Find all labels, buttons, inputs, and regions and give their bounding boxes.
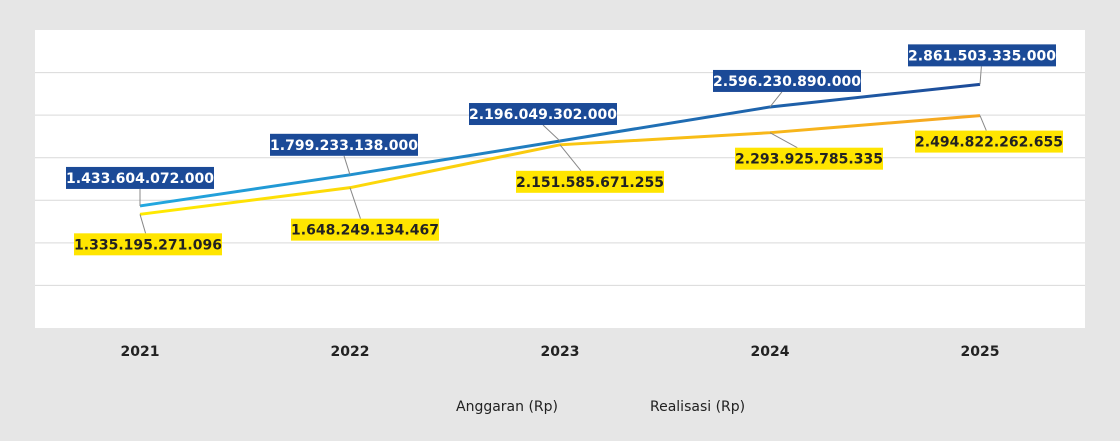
x-tick-label: 2022 [331,344,370,360]
value-label-box [915,130,1063,153]
leader-line [349,187,361,219]
value-label-box [74,233,222,256]
leader-line [542,124,561,142]
value-label: 2.596.230.890.000 [713,74,861,90]
value-label: 1.648.249.134.467 [291,223,439,239]
x-tick-label: 2023 [541,344,580,360]
value-label-box [735,147,883,170]
value-label-box [291,218,439,241]
value-label-box [469,103,617,126]
value-label: 2.861.503.335.000 [908,48,1056,64]
legend-label: Anggaran (Rp) [456,399,558,415]
leader-line [979,66,982,85]
value-label: 1.433.604.072.000 [66,171,214,187]
leader-line [769,132,798,149]
value-label-box [516,170,664,193]
value-label: 2.196.049.302.000 [469,107,617,123]
x-tick-label: 2025 [961,344,1000,360]
leader-line [139,214,147,234]
value-label-box [713,69,861,92]
value-label-box [270,133,418,156]
leader-line [343,155,351,175]
x-tick-label: 2024 [751,344,790,360]
x-tick-label: 2021 [121,344,160,360]
value-label-box [66,166,214,189]
leader-line [559,144,582,172]
value-label-box [908,44,1056,67]
value-label: 2.293.925.785.335 [735,152,883,168]
value-label: 2.494.822.262.655 [915,135,1063,151]
legend-label: Realisasi (Rp) [650,399,745,415]
value-label: 2.151.585.671.255 [516,175,664,191]
leader-line [979,115,987,131]
value-label: 1.799.233.138.000 [270,138,418,154]
value-label: 1.335.195.271.096 [74,237,222,253]
leader-line [769,91,783,108]
